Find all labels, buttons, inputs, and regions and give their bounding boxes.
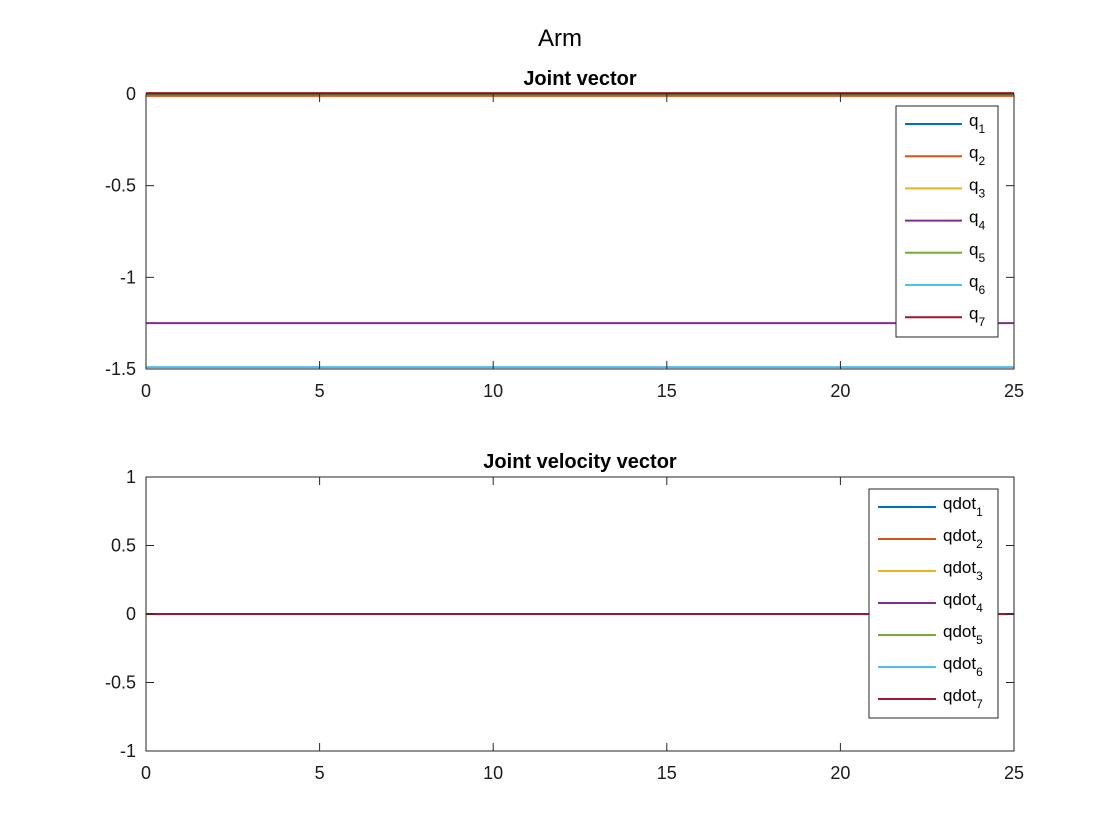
jv-xtick-label: 20 <box>830 381 850 401</box>
jv-ytick-label: -1.5 <box>105 359 136 379</box>
jv-legend-entry-2: q2 <box>969 143 985 168</box>
jv-legend-entry-name: q <box>969 304 978 323</box>
jvel-legend-entry-name: qdot <box>943 654 976 673</box>
jvel-legend-entry-subscript: 4 <box>976 601 983 615</box>
jvel-legend-entry-subscript: 1 <box>976 505 983 519</box>
jvel-legend-entry-subscript: 7 <box>976 697 983 711</box>
figure-title: Arm <box>538 25 582 52</box>
jv-legend-entry-subscript: 3 <box>978 186 985 200</box>
jvel-legend-entry-name: qdot <box>943 558 976 577</box>
jv-legend-entry-6: q6 <box>969 272 985 297</box>
jv-ytick-label: -0.5 <box>105 176 136 196</box>
jvel-legend-entry-subscript: 2 <box>976 537 983 551</box>
jv-axes-box <box>145 93 1015 370</box>
jv-xtick-label: 5 <box>315 381 325 401</box>
jvel-legend-entry-3: qdot3 <box>943 558 983 583</box>
jv-legend-entry-subscript: 4 <box>978 219 985 233</box>
jvel-legend-entry-subscript: 5 <box>976 633 983 647</box>
jv-ytick-label: -1 <box>120 267 136 287</box>
jvel-ytick-label: 1 <box>126 467 136 487</box>
jvel-legend-entry-name: qdot <box>943 526 976 545</box>
jvel-ytick-label: -1 <box>120 741 136 761</box>
jvel-xtick-label: 25 <box>1004 763 1024 783</box>
jvel-legend-entry-6: qdot6 <box>943 654 983 679</box>
jv-xtick-label: 25 <box>1004 381 1024 401</box>
jv-legend-entry-subscript: 2 <box>978 154 985 168</box>
jv-legend-entry-name: q <box>969 272 978 291</box>
jv-xtick-label: 10 <box>483 381 503 401</box>
jv-legend-entry-5: q5 <box>969 240 985 265</box>
jv-legend-entry-subscript: 6 <box>978 283 985 297</box>
jvel-legend-entry-subscript: 6 <box>976 665 983 679</box>
jvel-ytick-label: 0.5 <box>111 536 136 556</box>
jv-legend-entry-3: q3 <box>969 175 985 200</box>
jvel-xtick-label: 10 <box>483 763 503 783</box>
jvel-legend-entry-7: qdot7 <box>943 686 983 711</box>
jvel-legend-entry-name: qdot <box>943 590 976 609</box>
jv-axes-title: Joint vector <box>523 68 637 90</box>
jvel-ytick-label: 0 <box>126 604 136 624</box>
jvel-legend-entry-5: qdot5 <box>943 622 983 647</box>
jv-legend-entry-name: q <box>969 240 978 259</box>
jv-legend-entry-1: q1 <box>969 111 985 136</box>
jv-legend-entry-name: q <box>969 111 978 130</box>
jv-plot-area <box>146 94 1014 369</box>
jvel-axes-title: Joint velocity vector <box>483 451 677 473</box>
jv-legend-entry-subscript: 1 <box>978 122 985 136</box>
jvel-ytick-label: -0.5 <box>105 673 136 693</box>
jv-xtick-label: 0 <box>141 381 151 401</box>
jv-legend-entry-name: q <box>969 208 978 227</box>
jvel-legend-entry-1: qdot1 <box>943 494 983 519</box>
jv-legend-entry-4: q4 <box>969 208 985 233</box>
jvel-legend-entry-name: qdot <box>943 494 976 513</box>
jv-legend-entry-subscript: 7 <box>978 315 985 329</box>
jv-ytick-label: 0 <box>126 84 136 104</box>
jvel-legend-entry-2: qdot2 <box>943 526 983 551</box>
jvel-legend-entry-subscript: 3 <box>976 569 983 583</box>
jv-legend-entry-7: q7 <box>969 304 985 329</box>
jv-legend-entry-subscript: 5 <box>978 251 985 265</box>
jv-xtick-label: 15 <box>657 381 677 401</box>
jv-legend-entry-name: q <box>969 175 978 194</box>
jvel-xtick-label: 0 <box>141 763 151 783</box>
jvel-legend-entry-name: qdot <box>943 686 976 705</box>
jv-legend-entry-name: q <box>969 143 978 162</box>
jvel-legend-entry-name: qdot <box>943 622 976 641</box>
jvel-xtick-label: 20 <box>830 763 850 783</box>
jvel-legend-entry-4: qdot4 <box>943 590 983 615</box>
jvel-xtick-label: 5 <box>315 763 325 783</box>
jvel-xtick-label: 15 <box>657 763 677 783</box>
